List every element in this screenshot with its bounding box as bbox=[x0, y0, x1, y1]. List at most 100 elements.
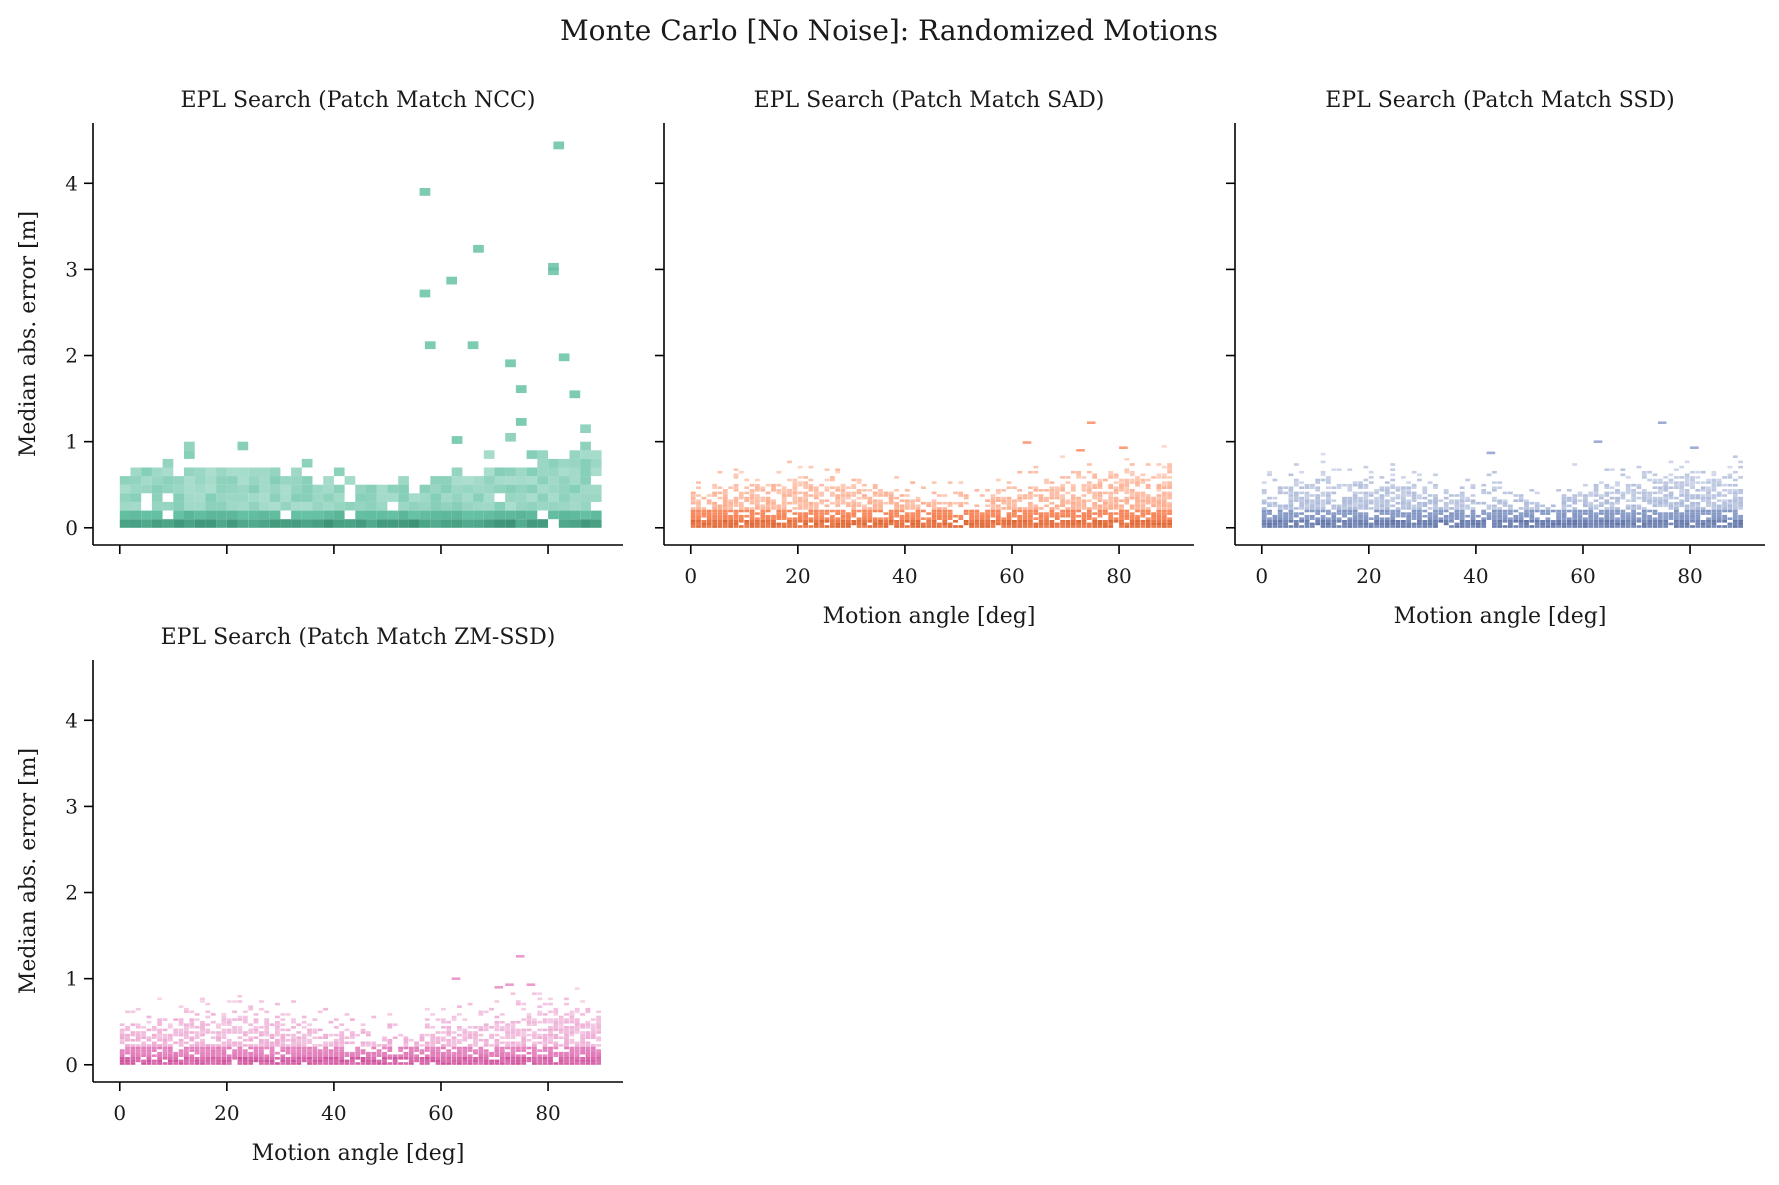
heatmap-cell bbox=[451, 1054, 457, 1057]
heatmap-cell bbox=[888, 499, 894, 502]
heatmap-cell bbox=[125, 1036, 130, 1039]
heatmap-cell bbox=[1556, 520, 1561, 523]
heatmap-cell bbox=[937, 507, 942, 510]
heatmap-cell bbox=[446, 1054, 452, 1057]
heatmap-cell bbox=[851, 514, 857, 518]
heatmap-cell bbox=[344, 1028, 350, 1032]
heatmap-cell bbox=[915, 509, 921, 513]
heatmap-cell bbox=[291, 1051, 296, 1055]
heatmap-cell bbox=[350, 1059, 355, 1063]
heatmap-cell bbox=[178, 1044, 184, 1047]
heatmap-cell bbox=[1097, 499, 1103, 502]
heatmap-cell bbox=[1161, 483, 1167, 487]
heatmap-cell bbox=[462, 1036, 468, 1039]
heatmap-cell bbox=[1108, 476, 1114, 479]
heatmap-cell bbox=[1625, 517, 1631, 520]
heatmap-cell bbox=[483, 450, 495, 459]
heatmap-cell bbox=[226, 1041, 232, 1045]
heatmap-cell bbox=[1652, 520, 1658, 523]
heatmap-cell bbox=[1060, 504, 1065, 508]
heatmap-cell bbox=[505, 1051, 510, 1055]
heatmap-cell bbox=[733, 501, 739, 505]
heatmap-cell bbox=[840, 520, 846, 523]
heatmap-cell bbox=[862, 512, 867, 515]
heatmap-cell bbox=[585, 1054, 591, 1057]
heatmap-cell bbox=[248, 1005, 254, 1008]
heatmap-cell bbox=[803, 496, 808, 500]
heatmap-cell bbox=[1684, 496, 1690, 500]
heatmap-cell bbox=[1502, 509, 1508, 513]
heatmap-cell bbox=[1631, 514, 1636, 518]
heatmap-cell bbox=[1028, 486, 1033, 489]
heatmap-cell bbox=[1108, 507, 1114, 510]
heatmap-cell bbox=[462, 1046, 468, 1050]
heatmap-cell bbox=[1657, 499, 1663, 502]
heatmap-cell bbox=[803, 522, 808, 526]
heatmap-cell bbox=[376, 519, 388, 528]
heatmap-cell bbox=[1417, 520, 1422, 523]
heatmap-cell bbox=[451, 1062, 457, 1065]
heatmap-cell bbox=[771, 501, 776, 505]
heatmap-cell bbox=[312, 1054, 318, 1057]
x-axis-label: Motion angle [deg] bbox=[823, 604, 1036, 629]
heatmap-cell bbox=[1492, 481, 1497, 484]
heatmap-cell bbox=[280, 1057, 286, 1060]
heatmap-cell bbox=[1401, 499, 1406, 502]
heatmap-cell bbox=[558, 476, 570, 485]
heatmap-cell bbox=[275, 1044, 280, 1047]
heatmap-cell bbox=[296, 1051, 302, 1055]
heatmap-cell bbox=[1012, 507, 1017, 510]
heatmap-cell bbox=[1427, 520, 1433, 523]
heatmap-cell bbox=[590, 1051, 596, 1055]
heatmap-cell bbox=[1588, 504, 1594, 508]
heatmap-cell bbox=[1352, 494, 1358, 497]
heatmap-cell bbox=[1326, 522, 1331, 526]
heatmap-cell bbox=[840, 501, 846, 505]
heatmap-cell bbox=[542, 1033, 548, 1037]
heatmap-cell bbox=[1679, 491, 1685, 495]
heatmap-cell bbox=[1470, 520, 1476, 523]
heatmap-cell bbox=[969, 509, 974, 513]
heatmap-cell bbox=[1636, 517, 1642, 520]
heatmap-cell bbox=[1475, 514, 1481, 518]
heatmap-cell bbox=[483, 467, 495, 477]
heatmap-cell bbox=[312, 1028, 318, 1032]
heatmap-cell bbox=[749, 514, 755, 518]
heatmap-cell bbox=[189, 1036, 195, 1039]
heatmap-cell bbox=[1684, 491, 1690, 495]
heatmap-cell bbox=[1156, 483, 1162, 487]
heatmap-cell bbox=[1038, 496, 1044, 500]
heatmap-cell bbox=[781, 489, 787, 492]
heatmap-cell bbox=[1156, 520, 1162, 523]
heatmap-cell bbox=[781, 501, 787, 505]
heatmap-cell bbox=[366, 519, 377, 528]
heatmap-cell bbox=[979, 494, 985, 497]
heatmap-cell bbox=[1524, 509, 1529, 513]
heatmap-cell bbox=[451, 493, 463, 502]
heatmap-cell bbox=[253, 1046, 259, 1050]
heatmap-cell bbox=[1657, 504, 1663, 508]
heatmap-cell bbox=[1406, 491, 1412, 495]
heatmap-cell bbox=[1097, 481, 1103, 484]
heatmap-cell bbox=[1156, 512, 1162, 515]
heatmap-cell bbox=[1459, 504, 1465, 508]
heatmap-cell bbox=[355, 1057, 361, 1060]
heatmap-cell bbox=[478, 1057, 484, 1060]
heatmap-cell bbox=[532, 1046, 537, 1050]
heatmap-cell bbox=[1119, 512, 1124, 515]
heatmap-cell bbox=[1524, 514, 1529, 518]
heatmap-cell bbox=[797, 504, 803, 508]
heatmap-cell bbox=[824, 504, 830, 508]
heatmap-cell bbox=[1716, 504, 1722, 508]
heatmap-cell bbox=[210, 1020, 216, 1024]
heatmap-cell bbox=[1465, 478, 1470, 482]
heatmap-cell bbox=[269, 1046, 275, 1050]
heatmap-cell bbox=[184, 476, 195, 485]
heatmap-cell bbox=[1135, 501, 1140, 505]
heatmap-cell bbox=[840, 494, 846, 497]
heatmap-cell bbox=[489, 1044, 494, 1047]
heatmap-cell bbox=[1556, 525, 1561, 528]
heatmap-cell bbox=[899, 520, 905, 523]
heatmap-cell bbox=[701, 496, 707, 500]
heatmap-cell bbox=[216, 510, 227, 520]
